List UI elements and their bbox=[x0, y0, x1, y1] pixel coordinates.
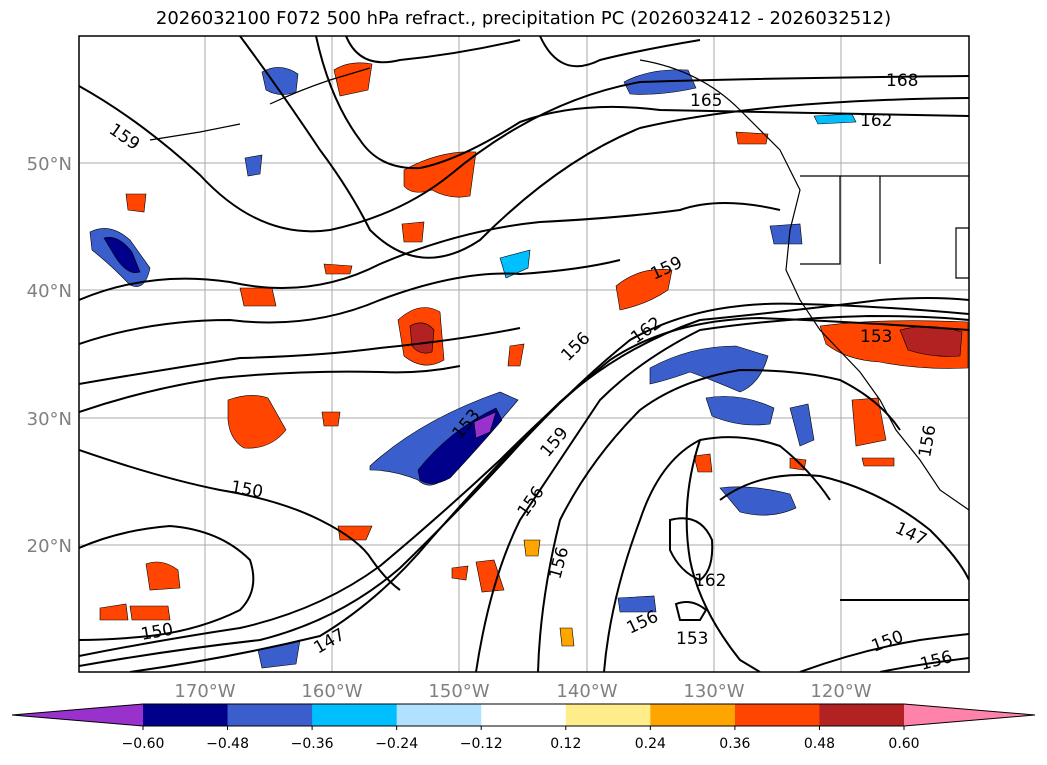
colorbar: −0.60 −0.48 −0.36 −0.24 −0.12 0.12 0.24 0.36 0.4… bbox=[11, 703, 1036, 752]
lon-label: 150°W bbox=[428, 681, 489, 702]
colorbar-tick-label: 0.36 bbox=[719, 736, 750, 752]
lat-label: 50°N bbox=[27, 154, 72, 175]
colorbar-segment bbox=[312, 704, 398, 726]
colorbar-segment bbox=[819, 704, 905, 726]
chart-title: 2026032100 F072 500 hPa refract., precip… bbox=[155, 8, 892, 29]
map-frame bbox=[78, 35, 970, 673]
precip-shading bbox=[89, 62, 969, 669]
colorbar-tick-label: 0.60 bbox=[888, 736, 919, 752]
colorbar-segment bbox=[565, 704, 651, 726]
lon-label: 160°W bbox=[301, 681, 362, 702]
colorbar-segment bbox=[396, 704, 482, 726]
lat-label: 30°N bbox=[27, 409, 72, 430]
lon-label: 130°W bbox=[683, 681, 744, 702]
colorbar-tick-label: −0.24 bbox=[375, 736, 418, 752]
colorbar-tick-label: 0.24 bbox=[635, 736, 666, 752]
contour-label: 165 bbox=[690, 91, 722, 111]
colorbar-segment bbox=[481, 704, 567, 726]
colorbar-extend-min bbox=[12, 704, 143, 726]
colorbar-tick-label: −0.36 bbox=[291, 736, 334, 752]
colorbar-segment bbox=[143, 704, 229, 726]
lat-label: 20°N bbox=[27, 536, 72, 557]
colorbar-tick-label: 0.48 bbox=[804, 736, 835, 752]
lon-label: 140°W bbox=[556, 681, 617, 702]
lat-axis: 50°N 40°N 30°N 20°N bbox=[27, 154, 72, 557]
lon-label: 170°W bbox=[174, 681, 235, 702]
colorbar-tick-label: −0.12 bbox=[460, 736, 503, 752]
colorbar-segment bbox=[734, 704, 820, 726]
lon-axis: 170°W 160°W 150°W 140°W 130°W 120°W bbox=[174, 681, 871, 702]
colorbar-segment bbox=[227, 704, 313, 726]
contour-label: 162 bbox=[860, 111, 892, 131]
lon-label: 120°W bbox=[810, 681, 871, 702]
contour-label: 153 bbox=[860, 327, 892, 347]
colorbar-segment bbox=[650, 704, 736, 726]
contour-label: 168 bbox=[886, 71, 918, 91]
colorbar-tick-label: −0.60 bbox=[122, 736, 165, 752]
colorbar-tick-label: −0.48 bbox=[206, 736, 249, 752]
lat-label: 40°N bbox=[27, 281, 72, 302]
contour-label: 162 bbox=[694, 571, 726, 591]
map-area bbox=[79, 36, 969, 672]
colorbar-extend-max bbox=[904, 704, 1035, 726]
colorbar-tick-label: 0.12 bbox=[550, 736, 581, 752]
height-contours bbox=[79, 36, 969, 672]
contour-label: 153 bbox=[676, 629, 708, 649]
